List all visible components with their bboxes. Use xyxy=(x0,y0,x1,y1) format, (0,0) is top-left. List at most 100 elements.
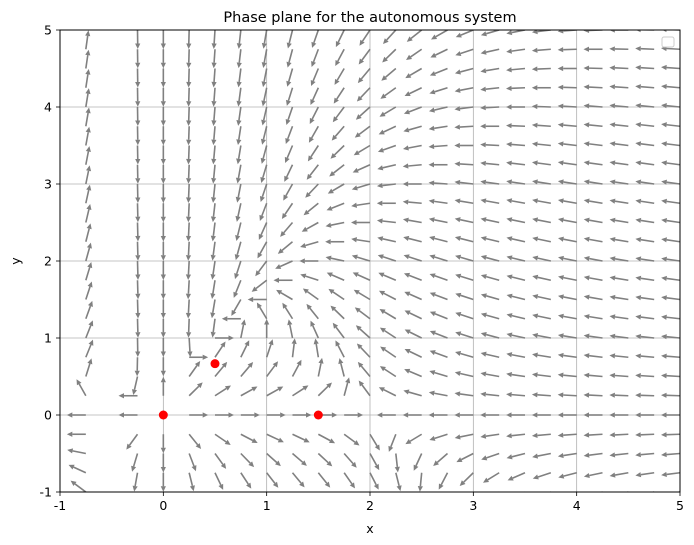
vector-arrow-head xyxy=(135,274,141,280)
vector-arrow-head xyxy=(429,350,436,356)
vector-arrow xyxy=(85,151,90,165)
vector-arrow xyxy=(614,355,629,359)
vector-arrow xyxy=(408,293,422,301)
vector-arrow xyxy=(312,87,320,101)
vector-arrow xyxy=(358,144,371,154)
vector-arrow-head xyxy=(532,474,539,480)
vector-arrow-head xyxy=(557,179,564,185)
vector-arrow xyxy=(640,200,655,205)
vector-arrow xyxy=(288,49,294,63)
vector-arrow xyxy=(382,163,397,169)
vector-arrow-head xyxy=(609,333,616,339)
vector-arrow xyxy=(309,307,319,320)
vector-arrow-head xyxy=(454,161,461,167)
vector-arrow xyxy=(485,353,500,359)
vector-arrow xyxy=(537,257,552,262)
vector-arrow-head xyxy=(331,134,338,141)
vector-arrow-head xyxy=(70,480,77,487)
vector-arrow-head xyxy=(635,198,642,204)
vector-arrow xyxy=(330,257,345,262)
vector-arrow-head xyxy=(402,217,409,223)
vector-arrow xyxy=(356,183,371,189)
vector-arrow xyxy=(356,202,371,207)
vector-arrow-head xyxy=(480,312,487,318)
vector-arrow xyxy=(384,348,397,358)
vector-arrow xyxy=(537,181,551,185)
vector-arrow-head xyxy=(532,236,539,242)
vector-arrow-head xyxy=(160,274,166,280)
vector-arrow-head xyxy=(217,504,222,510)
vector-arrow xyxy=(589,162,603,166)
vector-arrow-head xyxy=(236,120,242,126)
vector-arrow xyxy=(360,365,371,378)
vector-arrow-head xyxy=(86,204,92,210)
vector-arrow xyxy=(187,299,190,314)
vector-arrow-head xyxy=(383,38,389,45)
vector-arrow xyxy=(666,104,680,108)
vector-arrow xyxy=(666,355,680,359)
vector-arrow xyxy=(337,48,345,62)
vector-arrow xyxy=(485,86,500,90)
vector-arrow xyxy=(459,106,474,110)
vector-arrow-head xyxy=(210,312,216,319)
vector-arrow-head xyxy=(228,412,234,418)
vector-arrow-head xyxy=(135,120,141,126)
vector-arrow-head xyxy=(160,255,166,261)
vector-arrow xyxy=(306,291,319,301)
vector-arrow xyxy=(285,164,294,178)
vector-arrow xyxy=(213,30,216,44)
vector-arrow xyxy=(133,376,139,390)
vector-arrow xyxy=(614,143,629,147)
vector-arrow-head xyxy=(506,293,513,299)
vector-arrow-head xyxy=(635,103,641,109)
vector-arrow-head xyxy=(406,36,413,42)
vector-arrow-head xyxy=(486,500,492,506)
vector-arrow xyxy=(383,311,397,320)
vector-arrow xyxy=(85,286,91,300)
vector-arrow-head xyxy=(661,122,667,128)
vector-arrow-head xyxy=(308,136,314,143)
vector-arrow-head xyxy=(635,333,642,340)
vector-arrow-head xyxy=(557,372,564,378)
vector-arrow-head xyxy=(302,385,309,391)
vector-arrow xyxy=(238,87,242,102)
vector-arrow-head xyxy=(609,122,616,128)
vector-arrow-head xyxy=(455,351,462,357)
vector-arrow-head xyxy=(609,314,616,320)
vector-arrow xyxy=(334,125,345,137)
vector-arrow-head xyxy=(378,272,385,278)
vector-arrow xyxy=(263,30,268,44)
vector-arrow xyxy=(666,239,680,243)
vector-arrow-head xyxy=(354,307,361,313)
vector-arrow xyxy=(72,450,86,455)
vector-arrow xyxy=(292,433,306,441)
vector-arrow-head xyxy=(661,432,667,438)
vector-arrow-head xyxy=(428,217,435,223)
vector-arrow-head xyxy=(66,431,73,437)
vector-arrow xyxy=(188,453,195,467)
vector-arrow-head xyxy=(299,258,305,264)
vector-arrow xyxy=(408,391,422,397)
x-tick-label: 5 xyxy=(676,498,684,513)
vector-arrow-head xyxy=(305,191,311,198)
vector-arrow-head xyxy=(635,392,641,398)
vector-arrow-head xyxy=(255,270,261,277)
vector-arrow xyxy=(369,433,378,447)
vector-arrow-head xyxy=(405,439,412,445)
vector-arrow xyxy=(261,183,268,198)
vector-arrow-head xyxy=(558,294,564,300)
vector-arrow-head xyxy=(287,319,293,326)
vector-arrow xyxy=(262,126,268,140)
vector-arrow xyxy=(409,433,423,442)
vector-arrow xyxy=(589,277,603,282)
vector-arrow-head xyxy=(480,371,487,377)
vector-arrow-head xyxy=(480,68,487,74)
vector-arrow-head xyxy=(326,382,332,389)
vector-arrow xyxy=(614,200,629,205)
vector-arrow-head xyxy=(531,372,538,378)
vector-arrow-head xyxy=(330,153,337,159)
vector-arrow-head xyxy=(286,42,292,49)
vector-arrow-head xyxy=(299,481,305,488)
vector-arrow xyxy=(459,393,474,397)
vector-arrow-head xyxy=(259,214,265,222)
